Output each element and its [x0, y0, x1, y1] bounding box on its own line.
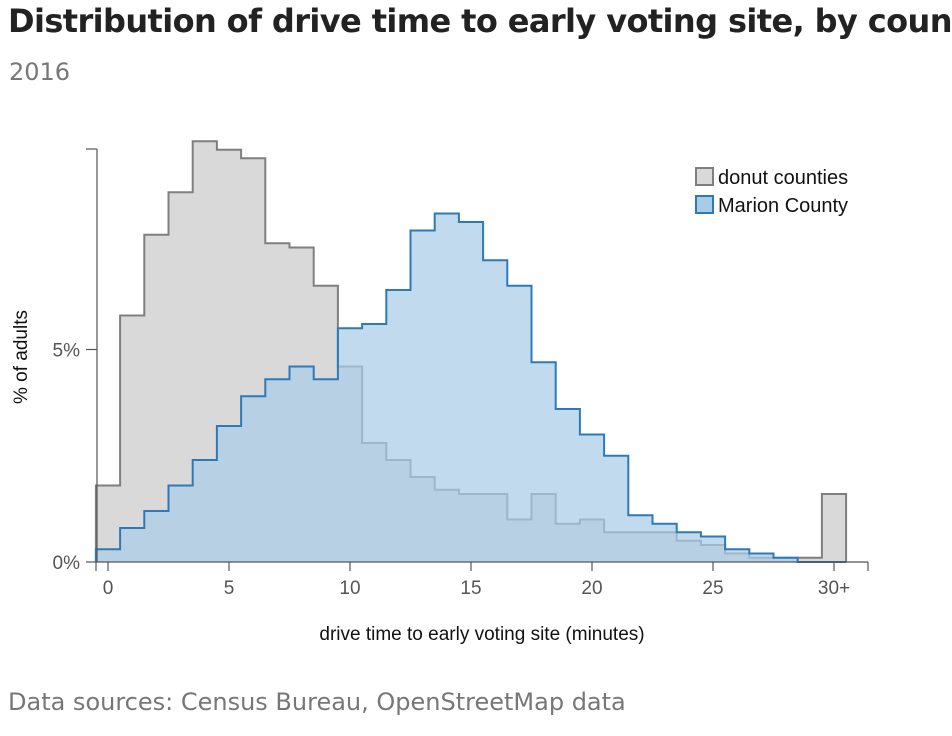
bin-marion-county-12 — [386, 290, 410, 562]
bin-marion-county-24 — [677, 532, 701, 562]
bin-marion-county-6 — [241, 396, 265, 562]
x-tick-label-20: 20 — [581, 578, 602, 599]
bin-marion-county-28 — [774, 558, 798, 562]
chart-area: 0 5 10 15 20 25 30+ 0% 5% donut counties Marion … — [0, 0, 952, 736]
legend-label-donut-counties: donut counties — [718, 167, 848, 189]
bin-marion-county-15 — [459, 222, 483, 562]
x-tick-label-25: 25 — [702, 578, 723, 599]
bin-marion-county-11 — [362, 324, 386, 562]
bin-marion-county-22 — [628, 515, 652, 562]
bin-marion-county-10 — [338, 328, 362, 562]
y-tick-label-0: 0% — [53, 553, 81, 574]
x-axis-label: drive time to early voting site (minutes… — [319, 624, 644, 645]
bin-marion-county-0 — [96, 549, 120, 562]
data-source-note: Data sources: Census Bureau, OpenStreetM… — [8, 688, 626, 716]
x-tick-label-10: 10 — [339, 578, 360, 599]
bin-marion-county-21 — [604, 456, 628, 562]
legend-swatch-marion-county — [696, 196, 713, 213]
bin-marion-county-20 — [580, 435, 604, 563]
bin-marion-county-26 — [725, 549, 749, 562]
x-tick-label-5: 5 — [224, 578, 235, 599]
legend: donut counties Marion County — [696, 167, 848, 217]
bin-marion-county-27 — [749, 554, 773, 563]
legend-label-marion-county: Marion County — [718, 195, 848, 217]
bin-donut-counties-1 — [120, 316, 144, 563]
bin-marion-county-1 — [120, 528, 144, 562]
bin-donut-counties-30 — [822, 494, 846, 562]
y-tick-label-5: 5% — [53, 341, 81, 362]
bin-marion-county-18 — [532, 362, 556, 562]
bin-marion-county-2 — [144, 511, 168, 562]
y-axis-label: % of adults — [11, 310, 32, 404]
bin-marion-county-17 — [507, 286, 531, 562]
bin-marion-county-13 — [411, 231, 435, 563]
bin-marion-county-19 — [556, 409, 580, 562]
bin-marion-county-4 — [193, 460, 217, 562]
bin-marion-county-23 — [653, 524, 677, 562]
x-tick-label-30: 30+ — [818, 578, 850, 599]
bin-marion-county-7 — [265, 379, 289, 562]
bin-marion-county-16 — [483, 260, 507, 562]
x-tick-label-15: 15 — [460, 578, 481, 599]
bin-marion-county-14 — [435, 214, 459, 563]
bin-marion-county-25 — [701, 537, 725, 563]
legend-swatch-donut-counties — [696, 168, 713, 185]
x-tick-label-0: 0 — [103, 578, 114, 599]
bin-marion-county-8 — [290, 367, 314, 563]
bin-marion-county-5 — [217, 426, 241, 562]
bin-marion-county-3 — [169, 486, 193, 563]
bin-marion-county-9 — [314, 379, 338, 562]
